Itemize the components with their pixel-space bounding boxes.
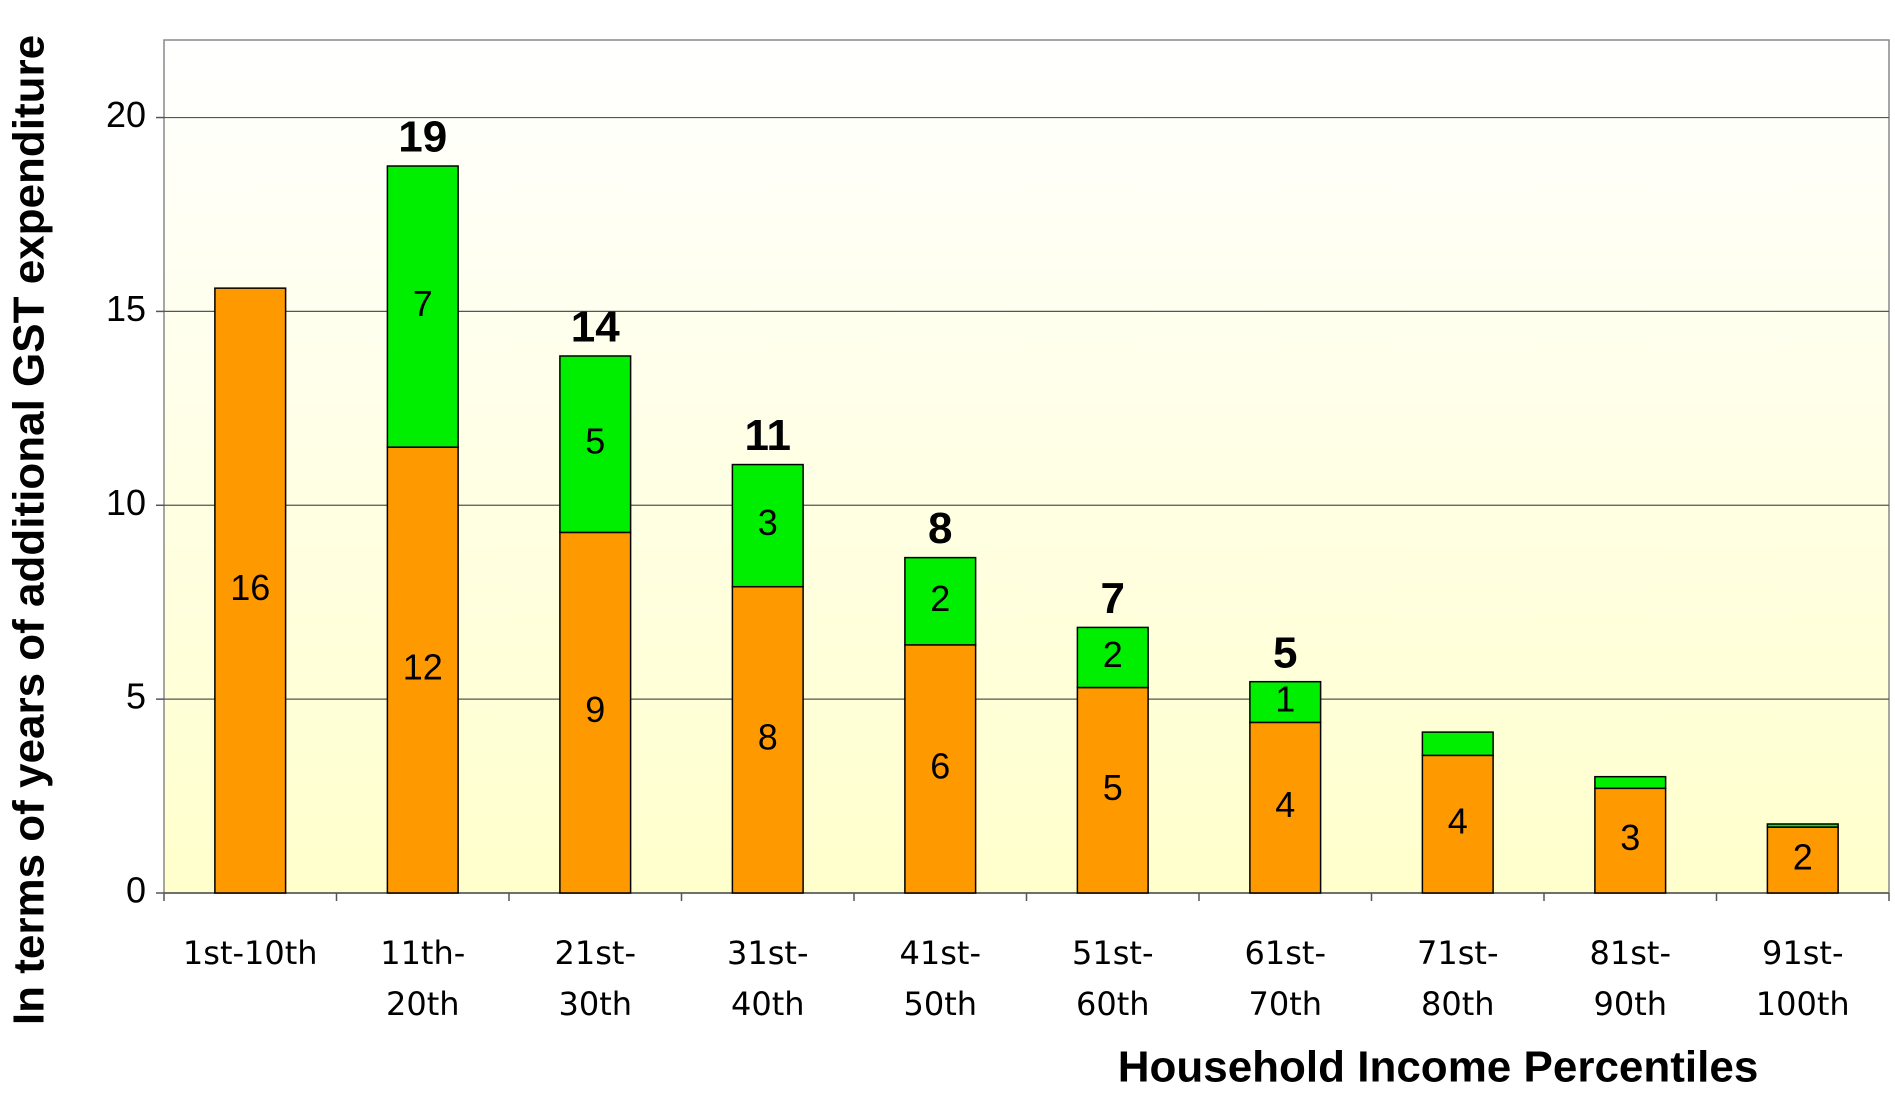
segment-label: 9: [585, 689, 605, 730]
segment-label: 8: [758, 716, 778, 757]
y-tick-label: 5: [126, 676, 146, 717]
segment-label: 2: [1103, 634, 1123, 675]
bar-segment: [559, 355, 632, 534]
x-tick-label: 100th: [1756, 985, 1850, 1023]
segment-label: 2: [1793, 837, 1813, 878]
bar-segment: [904, 556, 977, 646]
segment-label: 6: [930, 745, 950, 786]
y-tick-label: 20: [106, 94, 146, 135]
segment-label: 3: [1620, 817, 1640, 858]
total-label: 19: [398, 113, 447, 162]
x-tick-label: 30th: [558, 985, 632, 1023]
x-tick-label: 51st-: [1072, 934, 1153, 972]
x-tick-label: 41st-: [900, 934, 981, 972]
segment-label: 7: [413, 283, 433, 324]
bar-segment: [1421, 754, 1494, 894]
segment-label: 4: [1275, 784, 1295, 825]
bar-segment: [1249, 680, 1322, 724]
total-label: 7: [1101, 574, 1125, 623]
x-axis-label: Household Income Percentiles: [1118, 1043, 1759, 1092]
x-tick-label: 70th: [1248, 985, 1322, 1023]
bar-segment: [1766, 826, 1839, 894]
total-label: 8: [928, 504, 952, 553]
x-tick-label: 61st-: [1245, 934, 1326, 972]
x-tick-label: 20th: [386, 985, 460, 1023]
x-tick-label: 1st-10th: [183, 934, 318, 972]
bar-segment: [731, 585, 804, 894]
bar-segment: [731, 463, 804, 588]
bar-segment: [1594, 787, 1667, 894]
bar-segment: [1076, 626, 1149, 689]
total-label: 5: [1273, 628, 1297, 677]
segment-label: 4: [1448, 801, 1468, 842]
segment-label: 1: [1275, 679, 1295, 720]
y-tick-label: 15: [106, 288, 146, 329]
x-tick-label: 50th: [903, 985, 977, 1023]
segment-label: 12: [403, 647, 443, 688]
x-tick-label: 90th: [1593, 985, 1667, 1023]
segment-label: 3: [758, 502, 778, 543]
y-tick-label: 10: [106, 482, 146, 523]
y-tick-label: 0: [126, 870, 146, 911]
x-tick-label: 91st-: [1762, 934, 1843, 972]
x-tick-label: 80th: [1421, 985, 1495, 1023]
bar-segment: [214, 287, 287, 894]
bar-segment: [1421, 731, 1494, 757]
total-label: 11: [744, 411, 791, 460]
total-label: 14: [571, 303, 620, 352]
x-tick-label: 21st-: [555, 934, 636, 972]
x-tick-label: 11th-: [380, 934, 465, 972]
bar-segment: [1766, 823, 1839, 828]
bar-segment: [386, 165, 459, 448]
segment-label: 16: [230, 567, 270, 608]
bar-segment: [904, 644, 977, 894]
x-tick-label: 40th: [731, 985, 805, 1023]
x-tick-label: 31st-: [727, 934, 808, 972]
segment-label: 2: [930, 578, 950, 619]
bar-segment: [559, 531, 632, 894]
segment-label: 5: [1103, 767, 1123, 808]
x-tick-label: 81st-: [1590, 934, 1671, 972]
bar-segment: [1594, 775, 1667, 790]
x-tick-label: 71st-: [1417, 934, 1498, 972]
y-axis-label: In terms of years of additional GST expe…: [5, 35, 54, 1025]
segment-label: 5: [585, 421, 605, 462]
x-tick-label: 60th: [1076, 985, 1150, 1023]
